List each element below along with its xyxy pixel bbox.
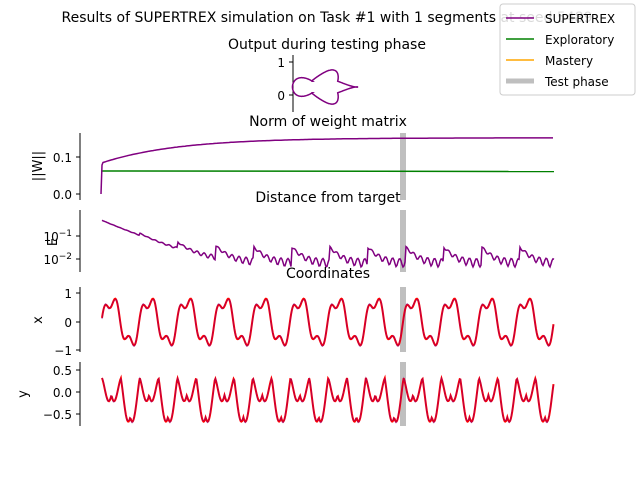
distance-ylabel: E xyxy=(46,238,61,246)
coordinates-title: Coordinates xyxy=(286,266,370,282)
norm-tick-label-01: 0.1 xyxy=(53,151,72,165)
output-tick-label-0: 0 xyxy=(277,89,285,103)
output-panel: Output during testing phase 1 0 xyxy=(228,37,426,112)
y-supertrex-line xyxy=(101,376,554,424)
legend-label-supertrex: SUPERTREX xyxy=(545,12,615,26)
distance-panel-title: Distance from target xyxy=(255,190,401,206)
x-tick-label-m1: −1 xyxy=(54,344,72,358)
x-panel: Coordinates 1 0 −1 x xyxy=(31,266,555,358)
y-tick-label-m05: −0.5 xyxy=(43,408,72,422)
y-tick-label-05: 0.5 xyxy=(53,364,72,378)
legend-label-mastery: Mastery xyxy=(545,54,593,68)
norm-panel: Norm of weight matrix 0.1 0.0 ||W|| xyxy=(31,114,555,202)
x-ylabel: x xyxy=(31,316,46,324)
distance-supertrex-line xyxy=(101,219,555,269)
output-tick-label-1: 1 xyxy=(277,56,285,70)
y-panel: 0.5 0.0 −0.5 y xyxy=(16,362,555,426)
legend-label-test-phase: Test phase xyxy=(544,75,609,89)
norm-exploratory-line xyxy=(100,170,555,173)
legend-box xyxy=(499,3,636,96)
output-panel-title: Output during testing phase xyxy=(228,37,426,53)
x-tick-label-1: 1 xyxy=(64,287,72,301)
distance-panel: Distance from target 10−1 10−2 E xyxy=(43,190,555,272)
legend: SUPERTREX Exploratory Mastery Test phase xyxy=(499,3,636,96)
norm-panel-title: Norm of weight matrix xyxy=(249,114,407,130)
output-trajectory-line xyxy=(291,69,359,105)
x-supertrex-line xyxy=(101,298,554,348)
y-ylabel: y xyxy=(16,390,31,398)
distance-test-phase-marker xyxy=(400,210,406,272)
y-tick-label-00: 0.0 xyxy=(53,386,72,400)
distance-tick-label-e2: 10−2 xyxy=(43,252,72,267)
norm-tick-label-00: 0.0 xyxy=(53,188,72,202)
norm-test-phase-marker xyxy=(400,133,406,200)
norm-ylabel: ||W|| xyxy=(31,151,46,181)
x-tick-label-0: 0 xyxy=(64,316,72,330)
y-test-phase-marker xyxy=(400,362,406,426)
figure-title: Results of SUPERTREX simulation on Task … xyxy=(62,10,593,26)
legend-label-exploratory: Exploratory xyxy=(545,33,614,47)
norm-supertrex-line xyxy=(100,137,553,195)
